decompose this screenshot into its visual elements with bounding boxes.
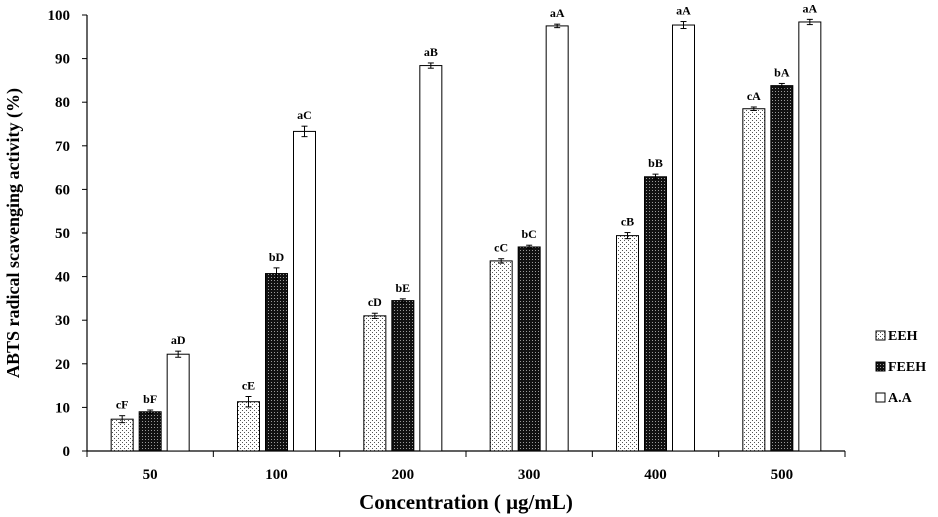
data-label: cD bbox=[368, 295, 382, 309]
x-tick-label: 200 bbox=[392, 467, 415, 483]
plot-area: 0 10 20 30 40 50 60 70 80 90 100 50 100 200 300 400 500… bbox=[48, 1, 846, 483]
data-label: cE bbox=[242, 379, 255, 393]
bar-feeh-400 bbox=[644, 176, 667, 452]
legend-label: FEEH bbox=[888, 360, 926, 375]
y-tick-label: 60 bbox=[55, 182, 70, 198]
bar-a-a-500 bbox=[798, 21, 822, 452]
legend-swatch bbox=[875, 330, 886, 341]
bar-eeh-400 bbox=[616, 235, 639, 452]
bar-feeh-100 bbox=[265, 273, 288, 452]
y-tick-label: 90 bbox=[55, 52, 70, 68]
bar-a-a-200 bbox=[419, 65, 443, 452]
data-label: aD bbox=[171, 333, 186, 347]
legend-label: EEH bbox=[888, 329, 918, 344]
y-tick-label: 70 bbox=[55, 139, 70, 155]
data-label: cB bbox=[621, 215, 634, 229]
bar-a-a-50 bbox=[166, 353, 190, 452]
bar-a-a-100 bbox=[293, 130, 316, 452]
x-axis-ticks: 50 100 200 300 400 500 bbox=[86, 451, 846, 483]
data-label: aB bbox=[424, 45, 438, 59]
legend-label: A.A bbox=[888, 391, 913, 406]
x-tick-label: 50 bbox=[143, 467, 158, 483]
bar-marks: cF bF aD cE bD aC cD bE aB cC bC aA cB bB aA cA bA aA bbox=[110, 1, 822, 452]
data-label: aA bbox=[802, 1, 817, 15]
bar-eeh-500 bbox=[742, 108, 766, 452]
legend: EEH FEEH A.A bbox=[875, 329, 926, 406]
y-tick-label: 20 bbox=[55, 357, 70, 373]
data-label: aA bbox=[550, 6, 565, 20]
y-tick-label: 10 bbox=[55, 400, 70, 416]
y-tick-label: 40 bbox=[55, 270, 70, 286]
x-tick-label: 300 bbox=[518, 467, 541, 483]
data-label: aA bbox=[676, 4, 691, 18]
x-tick-label: 500 bbox=[771, 467, 794, 483]
y-tick-label: 100 bbox=[48, 8, 71, 24]
bar-feeh-50 bbox=[138, 411, 162, 452]
data-label: bB bbox=[648, 156, 663, 170]
legend-swatch bbox=[875, 361, 886, 372]
data-label: bF bbox=[143, 392, 157, 406]
legend-swatch bbox=[875, 392, 886, 403]
bar-a-a-400 bbox=[672, 24, 695, 452]
bar-eeh-200 bbox=[363, 315, 387, 452]
y-axis-title: ABTS radical scavenging activity (%) bbox=[3, 88, 24, 378]
y-axis-ticks: 0 10 20 30 40 50 60 70 80 90 100 bbox=[48, 8, 87, 460]
bar-feeh-500 bbox=[770, 85, 794, 452]
data-label: cF bbox=[116, 398, 129, 412]
data-label: bA bbox=[774, 65, 790, 79]
data-label: cC bbox=[494, 241, 508, 255]
bar-eeh-50 bbox=[110, 418, 134, 452]
x-axis-title: Concentration ( μg/mL) bbox=[359, 490, 573, 514]
y-tick-label: 0 bbox=[63, 444, 71, 460]
bar-eeh-100 bbox=[237, 401, 260, 452]
x-tick-label: 400 bbox=[644, 467, 667, 483]
x-tick-label: 100 bbox=[265, 467, 288, 483]
y-tick-label: 30 bbox=[55, 313, 70, 329]
data-label: aC bbox=[297, 108, 312, 122]
data-label: bE bbox=[395, 281, 410, 295]
bar-feeh-200 bbox=[391, 300, 415, 452]
data-label: bD bbox=[269, 250, 285, 264]
data-label: bC bbox=[521, 227, 536, 241]
y-tick-label: 80 bbox=[55, 95, 70, 111]
data-label: cA bbox=[747, 89, 761, 103]
bar-a-a-300 bbox=[545, 25, 569, 452]
y-tick-label: 50 bbox=[55, 226, 70, 242]
bar-feeh-300 bbox=[517, 246, 541, 452]
bar-eeh-300 bbox=[489, 260, 513, 452]
